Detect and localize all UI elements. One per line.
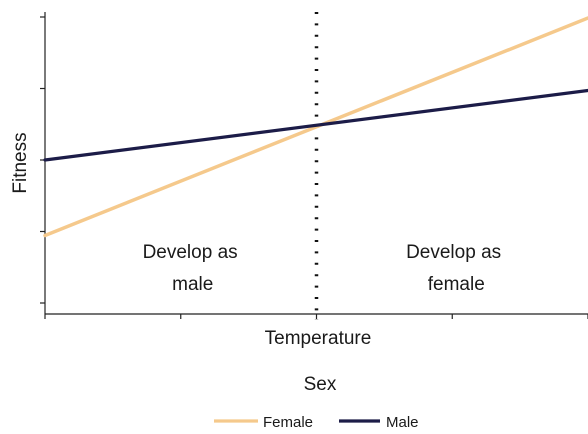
legend: Female Male [214,414,419,431]
y-axis-ticks [40,16,45,304]
series-line-male [43,88,588,162]
legend-label-female: Female [263,414,313,431]
legend-title: Sex [304,374,337,395]
region-label-female-line-2: female [428,274,485,295]
y-axis-title: Fitness [10,132,31,193]
legend-label-male: Male [386,414,419,431]
region-label-male: Develop as male [143,242,243,295]
region-label-male-line-2: male [172,274,213,295]
region-label-female: Develop as female [406,242,506,295]
series-lines [43,16,588,238]
region-label-male-line-1: Develop as [143,242,238,263]
region-label-female-line-1: Develop as [406,242,501,263]
x-axis-ticks [44,314,588,319]
x-axis-title: Temperature [265,328,372,349]
